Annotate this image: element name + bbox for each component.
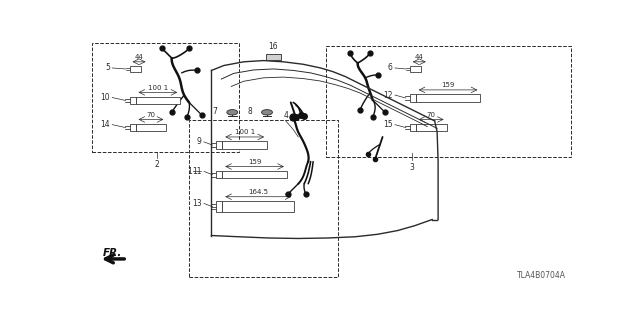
Text: 13: 13	[192, 199, 202, 208]
Text: 100 1: 100 1	[148, 85, 168, 91]
Bar	[216, 141, 222, 149]
Bar	[222, 201, 294, 212]
Bar	[189, 120, 338, 277]
Bar	[326, 46, 571, 157]
Text: 10: 10	[100, 93, 110, 102]
Text: FR.: FR.	[103, 248, 122, 258]
Text: TLA4B0704A: TLA4B0704A	[517, 271, 566, 280]
Bar	[222, 141, 267, 149]
Text: 164.5: 164.5	[248, 189, 268, 195]
Bar	[410, 124, 416, 131]
Text: 14: 14	[100, 120, 110, 129]
Text: 15: 15	[383, 120, 392, 129]
Text: 8: 8	[248, 107, 252, 116]
Text: 7: 7	[212, 107, 218, 116]
Text: 16: 16	[269, 42, 278, 51]
Bar	[410, 66, 420, 72]
Bar	[216, 201, 222, 212]
Text: 5: 5	[105, 63, 110, 72]
Bar	[129, 124, 136, 131]
Bar	[129, 66, 141, 72]
Text: 2: 2	[154, 160, 159, 169]
Bar	[129, 97, 136, 104]
Text: 1: 1	[187, 167, 191, 176]
Bar	[410, 94, 416, 102]
Bar	[136, 124, 166, 131]
Text: 6: 6	[388, 63, 392, 72]
Bar	[416, 124, 447, 131]
Circle shape	[262, 110, 273, 115]
Bar	[416, 94, 480, 102]
Text: 70: 70	[147, 112, 156, 118]
Circle shape	[227, 110, 237, 115]
Text: 44: 44	[134, 54, 143, 60]
Bar	[216, 171, 222, 178]
Text: 12: 12	[383, 91, 392, 100]
Text: 11: 11	[192, 167, 202, 176]
Bar	[92, 43, 239, 152]
Text: 3: 3	[410, 163, 415, 172]
Text: 4: 4	[284, 111, 288, 120]
Text: 159: 159	[442, 83, 454, 88]
Bar	[222, 171, 287, 178]
Text: 9: 9	[196, 137, 202, 146]
Bar	[266, 54, 281, 60]
Bar	[136, 97, 180, 104]
Text: 100 1: 100 1	[234, 130, 255, 135]
Text: 70: 70	[427, 112, 436, 118]
Text: 44: 44	[415, 54, 424, 60]
Text: 159: 159	[248, 159, 261, 165]
